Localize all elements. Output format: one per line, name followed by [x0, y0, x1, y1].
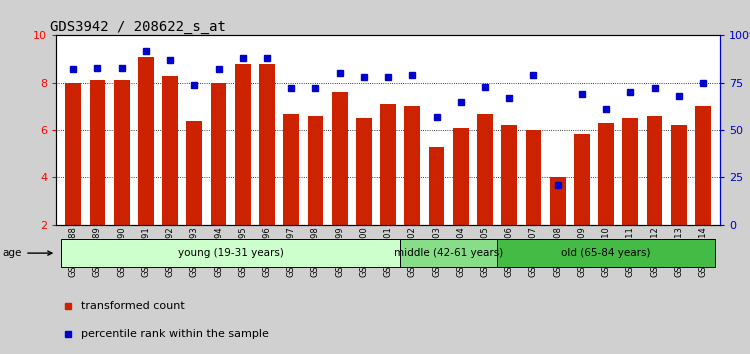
Bar: [574, 134, 590, 225]
Bar: [404, 107, 420, 225]
Text: middle (42-61 years): middle (42-61 years): [394, 248, 503, 258]
Bar: [162, 76, 178, 225]
Bar: [380, 104, 396, 225]
Bar: [695, 107, 711, 225]
Text: old (65-84 years): old (65-84 years): [562, 248, 651, 258]
Bar: [187, 121, 202, 225]
Text: age: age: [3, 248, 52, 258]
Bar: [501, 125, 517, 225]
Bar: [622, 118, 638, 225]
Bar: [114, 80, 130, 225]
Bar: [671, 125, 687, 225]
Bar: [400, 239, 497, 268]
Bar: [138, 57, 154, 225]
Bar: [89, 80, 105, 225]
Bar: [526, 130, 542, 225]
Bar: [646, 116, 662, 225]
Bar: [260, 64, 275, 225]
Bar: [453, 128, 469, 225]
Bar: [61, 239, 400, 268]
Bar: [356, 118, 372, 225]
Bar: [284, 114, 299, 225]
Text: young (19-31 years): young (19-31 years): [178, 248, 284, 258]
Bar: [211, 83, 226, 225]
Bar: [429, 147, 445, 225]
Bar: [550, 177, 566, 225]
Bar: [497, 239, 716, 268]
Bar: [332, 92, 347, 225]
Bar: [308, 116, 323, 225]
Bar: [477, 114, 493, 225]
Text: percentile rank within the sample: percentile rank within the sample: [82, 329, 269, 339]
Bar: [235, 64, 250, 225]
Bar: [65, 83, 81, 225]
Bar: [598, 123, 614, 225]
Text: transformed count: transformed count: [82, 301, 185, 311]
Text: GDS3942 / 208622_s_at: GDS3942 / 208622_s_at: [50, 21, 226, 34]
